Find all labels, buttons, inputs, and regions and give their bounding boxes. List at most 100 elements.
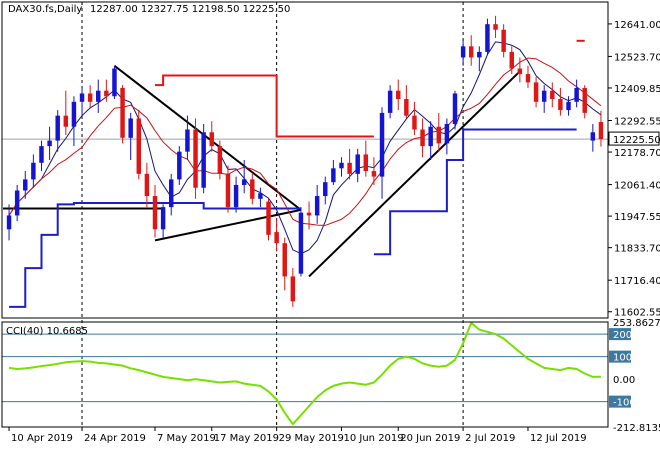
- candle-body: [420, 129, 425, 147]
- candle-body: [274, 232, 279, 244]
- candle-body: [460, 46, 466, 58]
- candle-body: [31, 162, 36, 180]
- candle-body: [112, 68, 117, 97]
- candle-body: [209, 132, 214, 147]
- candle-body: [436, 126, 442, 144]
- candle-body: [363, 154, 369, 172]
- candle-body: [404, 99, 409, 116]
- candle-body: [266, 201, 271, 235]
- candle-body: [396, 90, 401, 100]
- time-tick-label: 29 May 2019: [279, 433, 344, 444]
- price-tick-label: 11716.40: [614, 276, 660, 287]
- candle-body: [177, 151, 182, 180]
- candle-body: [550, 90, 555, 100]
- candle-body: [566, 101, 571, 111]
- candle-body: [485, 24, 490, 52]
- candle-body: [250, 179, 255, 199]
- cci-level-badge: [609, 328, 631, 341]
- candle-body: [468, 46, 474, 58]
- candle-body: [152, 196, 158, 230]
- price-tick-label: 12641.00: [614, 20, 660, 31]
- price-tick-label: 12061.40: [614, 181, 660, 192]
- candle-body: [582, 87, 587, 113]
- resistance-step-line: [155, 74, 374, 138]
- candle-body: [87, 93, 93, 102]
- uptrend-line: [308, 70, 521, 278]
- ohlc-readout: 12287.00 12327.75 12198.50 12225.50: [90, 4, 290, 15]
- candle-body: [314, 196, 320, 216]
- candlesticks: [6, 15, 604, 307]
- candle-body: [493, 24, 498, 30]
- candle-body: [517, 68, 523, 75]
- symbol-label: DAX30.fs,Daily: [8, 4, 82, 15]
- falling-trendline: [113, 64, 302, 211]
- candle-body: [331, 168, 336, 183]
- candle-body: [201, 132, 206, 188]
- candle-body: [428, 126, 433, 147]
- time-tick-label: 12 Jul 2019: [530, 433, 587, 444]
- time-tick-label: 24 Apr 2019: [84, 433, 146, 444]
- analysis-drawings: [3, 39, 585, 308]
- cci-tick-label: 100: [613, 353, 632, 364]
- candle-body: [193, 129, 198, 188]
- price-tick-label: 11602.55: [614, 308, 660, 319]
- candle-body: [590, 132, 596, 141]
- candle-body: [509, 51, 514, 69]
- support-step-line: [9, 201, 301, 308]
- cci-line: [8, 321, 601, 426]
- candle-body: [168, 179, 174, 208]
- candle-body: [387, 90, 393, 113]
- candle-body: [14, 190, 20, 216]
- candle-body: [339, 162, 344, 169]
- time-tick-label: 2 Jul 2019: [465, 433, 515, 444]
- price-tick-label: 12523.70: [614, 52, 660, 63]
- candle-body: [525, 74, 531, 83]
- candle-body: [128, 118, 133, 138]
- cci-tick-label: 200: [613, 330, 632, 341]
- cci-tick-label: 253.8627: [613, 318, 660, 329]
- rising-wedge-line: [154, 208, 302, 242]
- price-tick-label: 11947.55: [614, 212, 660, 223]
- candle-body: [323, 182, 328, 197]
- candle-body: [533, 82, 539, 102]
- candle-body: [452, 93, 458, 124]
- vertical-grid: [81, 2, 464, 427]
- candle-body: [298, 212, 304, 274]
- cci-tick-label: -212.8135: [613, 423, 660, 434]
- cci-level-badge: [609, 395, 631, 408]
- price-tick-label: 12409.85: [614, 84, 660, 95]
- candle-body: [347, 162, 352, 174]
- candle-body: [598, 122, 604, 140]
- time-tick-label: 17 May 2019: [214, 433, 279, 444]
- candle-body: [501, 29, 506, 52]
- candle-body: [120, 87, 125, 138]
- price-axis: 12641.00 12523.70 12409.85 12292.55 12178.70…: [608, 20, 660, 319]
- candle-body: [444, 123, 450, 144]
- time-tick-label: 10 Jun 2019: [343, 433, 403, 444]
- candle-body: [379, 112, 385, 177]
- candle-body: [574, 87, 579, 102]
- candle-body: [71, 101, 77, 127]
- candle-body: [136, 118, 142, 174]
- candle-body: [47, 140, 52, 147]
- cci-tick-label: -100: [613, 398, 636, 409]
- candle-body: [241, 179, 247, 185]
- candle-body: [541, 90, 547, 102]
- price-panel-border: [1, 1, 609, 319]
- cci-level-badge: [609, 350, 631, 363]
- candle-body: [258, 193, 263, 199]
- candle-body: [96, 90, 101, 102]
- slow-moving-average: [8, 57, 602, 226]
- candle-body: [23, 179, 28, 191]
- candle-body: [412, 115, 417, 130]
- time-tick-label: 7 May 2019: [157, 433, 216, 444]
- candle-body: [39, 146, 44, 163]
- candle-body: [290, 276, 296, 302]
- candle-body: [63, 115, 69, 127]
- candle-body: [477, 51, 482, 58]
- price-tick-label: 12178.70: [614, 148, 660, 159]
- last-price-label: 12225.50: [613, 135, 660, 146]
- last-price-badge: [608, 131, 660, 146]
